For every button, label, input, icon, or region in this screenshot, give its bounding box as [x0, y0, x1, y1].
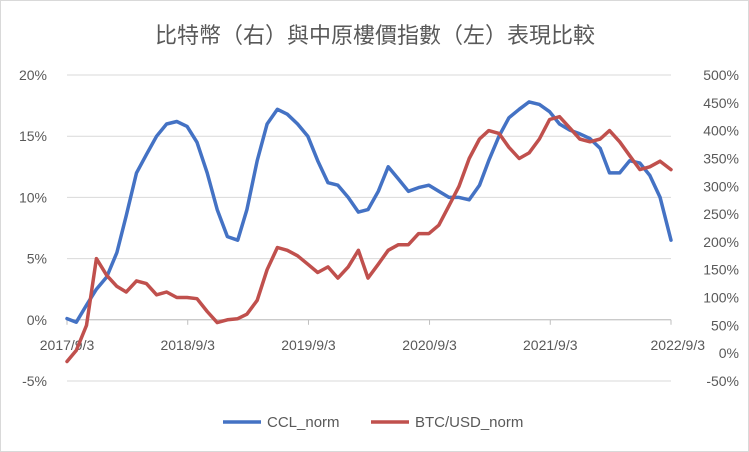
right-tick-label: 100% [703, 290, 739, 306]
right-tick-label: 400% [703, 123, 739, 139]
legend: CCL_norm BTC/USD_norm [223, 414, 523, 431]
legend-label: BTC/USD_norm [415, 414, 523, 431]
left-tick-label: 20% [19, 67, 47, 83]
series-line-ccl-norm [65, 100, 673, 324]
left-tick-label: 10% [19, 189, 47, 205]
right-tick-label: 0% [719, 345, 739, 361]
right-tick-label: 50% [711, 317, 739, 333]
right-tick-label: 450% [703, 95, 739, 111]
series-lines [65, 100, 673, 364]
right-axis-ticks: 500% 450% 400% 350% 300% 250% 200% 150% 100% 50% 0… [703, 67, 739, 389]
right-tick-label: 200% [703, 234, 739, 250]
chart-title: 比特幣（右）與中原樓價指數（左）表現比較 [155, 24, 595, 49]
right-tick-label: 150% [703, 262, 739, 278]
right-tick-label: 500% [703, 67, 739, 83]
right-tick-label: -50% [706, 373, 739, 389]
x-axis-ticks: 2017/9/3 2018/9/3 2019/9/3 2020/9/3 2021/9/3… [40, 319, 706, 353]
left-tick-label: 0% [27, 312, 47, 328]
x-tick-label: 2021/9/3 [523, 337, 578, 353]
left-tick-label: -5% [22, 373, 47, 389]
left-tick-label: 15% [19, 128, 47, 144]
legend-label: CCL_norm [267, 414, 340, 431]
x-tick-label: 2018/9/3 [160, 337, 215, 353]
right-tick-label: 250% [703, 206, 739, 222]
x-tick-label: 2020/9/3 [402, 337, 457, 353]
x-tick-label: 2017/9/3 [40, 337, 95, 353]
left-tick-label: 5% [27, 251, 47, 267]
series-line-btc-usd-norm [65, 114, 673, 364]
x-tick-label: 2022/9/3 [651, 337, 706, 353]
right-tick-label: 300% [703, 178, 739, 194]
gridlines [67, 74, 671, 382]
x-tick-label: 2019/9/3 [281, 337, 336, 353]
left-axis-ticks: 20% 15% 10% 5% 0% -5% [19, 67, 47, 389]
right-tick-label: 350% [703, 150, 739, 166]
